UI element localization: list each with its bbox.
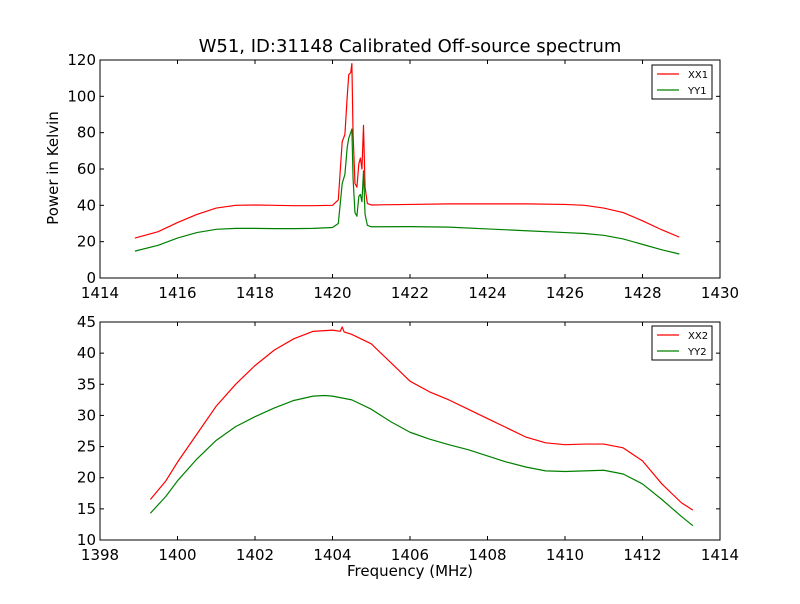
top-x-tick-label: 1418 [236,284,274,302]
bottom-legend-box [651,325,713,361]
bottom-x-tick-label: 1398 [81,546,119,564]
y-axis-label: Power in Kelvin [44,111,62,225]
legend-label-xx1: XX1 [688,70,708,81]
bottom-y-tick-label: 45 [77,313,96,331]
top-plot-area: 1414 1416 1418 1420 1422 1424 1426 1428 1430 0 20 4… [67,51,739,302]
series-line-xx1 [134,63,680,239]
series-line-yy2 [149,394,694,527]
top-x-tick-label: 1416 [158,284,196,302]
legend-label-yy1: YY1 [687,86,707,97]
top-legend-box [651,64,713,100]
x-axis-label: Frequency (MHz) [347,562,473,580]
bottom-y-tick-label: 30 [77,406,96,424]
bottom-x-tick-label: 1402 [236,546,274,564]
bottom-legend: XX2 YY2 [651,325,713,361]
top-y-tick-label: 0 [86,269,96,287]
top-y-tick-label: 80 [77,124,96,142]
top-x-tick-label: 1422 [391,284,429,302]
bottom-y-tick-label: 10 [77,531,96,549]
bottom-x-tick-label: 1412 [623,546,661,564]
chart-title: W51, ID:31148 Calibrated Off-source spec… [199,36,622,57]
bottom-y-tick-label: 40 [77,344,96,362]
top-y-tick-label: 20 [77,233,96,251]
bottom-x-tick-label: 1408 [468,546,506,564]
top-x-tick-label: 1430 [701,284,739,302]
top-x-tick-label: 1428 [623,284,661,302]
top-x-tick-label: 1426 [546,284,584,302]
legend-label-yy2: YY2 [687,347,707,358]
top-subplot: W51, ID:31148 Calibrated Off-source spec… [44,36,739,302]
bottom-x-tick-label: 1404 [313,546,351,564]
bottom-plot-area: 1398 1400 1402 1404 1406 1408 1410 1412 1414 10 15… [77,313,739,564]
series-line-xx2 [149,326,694,511]
top-y-tick-label: 100 [67,87,96,105]
bottom-y-tick-label: 20 [77,469,96,487]
bottom-x-tick-label: 1414 [701,546,739,564]
top-y-tick-label: 40 [77,196,96,214]
legend-label-xx2: XX2 [688,331,708,342]
top-legend: XX1 YY1 [651,64,713,100]
top-x-tick-label: 1420 [313,284,351,302]
bottom-y-tick-label: 35 [77,375,96,393]
bottom-axes-frame [99,321,721,541]
bottom-y-tick-label: 15 [77,500,96,518]
bottom-subplot: Frequency (MHz) 1398 1400 1402 1404 1406 1408… [77,313,739,580]
series-line-yy1 [134,128,680,255]
top-axes-frame [99,59,721,279]
top-y-tick-label: 120 [67,51,96,69]
bottom-y-tick-label: 25 [77,438,96,456]
bottom-x-tick-label: 1400 [158,546,196,564]
bottom-x-tick-label: 1406 [391,546,429,564]
top-x-tick-label: 1414 [81,284,119,302]
top-y-tick-label: 60 [77,160,96,178]
bottom-x-tick-label: 1410 [546,546,584,564]
top-x-tick-label: 1424 [468,284,506,302]
